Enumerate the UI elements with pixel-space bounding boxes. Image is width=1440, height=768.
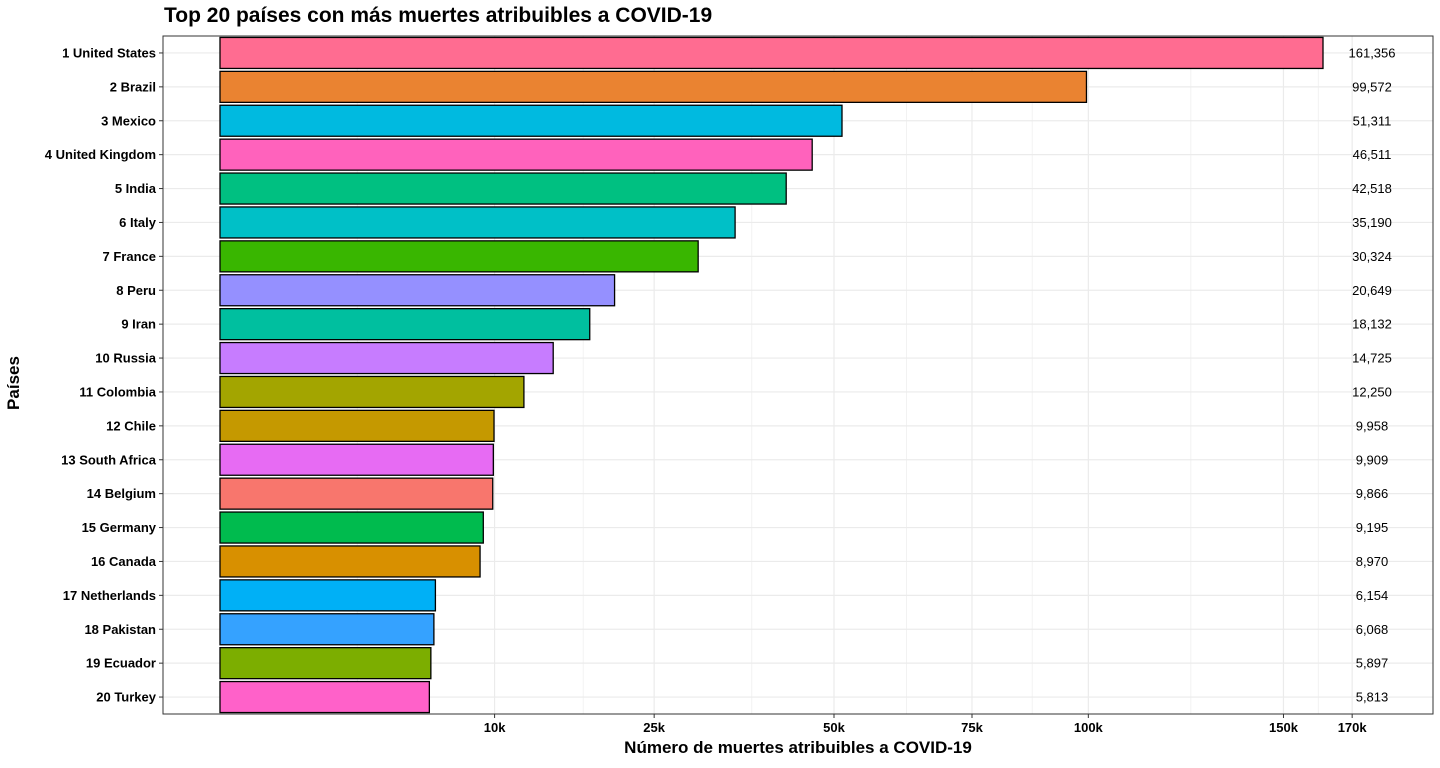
bar (219, 375, 525, 409)
bar (219, 647, 432, 680)
category-label: 2 Brazil (110, 79, 156, 94)
category-label: 17 Netherlands (63, 588, 156, 603)
bar (219, 511, 484, 544)
category-label: 16 Canada (91, 554, 157, 569)
data-label: 99,572 (1352, 79, 1392, 94)
category-label: 20 Turkey (96, 690, 157, 705)
data-label: 161,356 (1349, 45, 1396, 60)
bar (219, 477, 494, 510)
data-label: 12,250 (1352, 384, 1392, 399)
y-axis-label: Países (4, 356, 23, 410)
bar (219, 240, 699, 273)
category-label: 14 Belgium (87, 486, 156, 501)
data-label: 14,725 (1352, 351, 1392, 366)
data-label: 30,324 (1352, 249, 1392, 264)
data-label: 20,649 (1352, 283, 1392, 298)
chart-title: Top 20 países con más muertes atribuible… (164, 4, 713, 27)
category-label: 13 South Africa (61, 452, 157, 467)
x-tick-label: 25k (643, 720, 665, 735)
category-label: 11 Colombia (79, 384, 156, 399)
x-tick-label: 170k (1338, 720, 1368, 735)
category-label: 6 Italy (119, 215, 157, 230)
bar (219, 172, 787, 205)
bar (219, 579, 437, 612)
bar (219, 104, 843, 137)
category-label: 15 Germany (82, 520, 157, 535)
bar (219, 70, 1088, 103)
data-label: 5,813 (1356, 690, 1389, 705)
bar (219, 613, 435, 646)
x-tick-label: 100k (1074, 720, 1104, 735)
data-label: 6,068 (1356, 622, 1389, 637)
category-label: 3 Mexico (101, 113, 156, 128)
data-label: 5,897 (1356, 656, 1389, 671)
x-tick-label: 75k (961, 720, 983, 735)
category-label: 5 India (115, 181, 157, 196)
data-label: 18,132 (1352, 317, 1392, 332)
category-label: 8 Peru (116, 283, 156, 298)
category-label: 1 United States (62, 45, 156, 60)
x-axis-label: Número de muertes atribuibles a COVID-19 (624, 738, 972, 757)
bar (219, 36, 1324, 70)
bar (219, 409, 495, 443)
category-label: 12 Chile (106, 418, 156, 433)
data-label: 9,195 (1356, 520, 1389, 535)
bar (219, 307, 591, 341)
category-label: 7 France (103, 249, 156, 264)
bar (219, 443, 494, 476)
category-label: 4 United Kingdom (45, 147, 156, 162)
bar (219, 545, 481, 578)
bar (219, 206, 736, 239)
bar (219, 274, 616, 307)
data-label: 51,311 (1353, 113, 1392, 128)
bar (219, 138, 813, 171)
bar (219, 680, 431, 714)
plot-panel (163, 36, 1433, 714)
data-label: 42,518 (1352, 181, 1392, 196)
category-label: 10 Russia (95, 351, 156, 366)
data-label: 35,190 (1352, 215, 1392, 230)
category-label: 19 Ecuador (86, 656, 156, 671)
data-label: 8,970 (1356, 554, 1389, 569)
data-label: 46,511 (1353, 147, 1392, 162)
x-tick-label: 50k (823, 720, 845, 735)
x-tick-label: 150k (1269, 720, 1299, 735)
x-tick-label: 10k (484, 720, 506, 735)
bar (219, 341, 554, 375)
data-label: 9,866 (1356, 486, 1389, 501)
data-label: 6,154 (1356, 588, 1389, 603)
data-label: 9,958 (1356, 418, 1389, 433)
category-label: 9 Iran (121, 317, 156, 332)
data-label: 9,909 (1356, 452, 1389, 467)
category-label: 18 Pakistan (84, 622, 156, 637)
plot-border (162, 35, 1434, 715)
